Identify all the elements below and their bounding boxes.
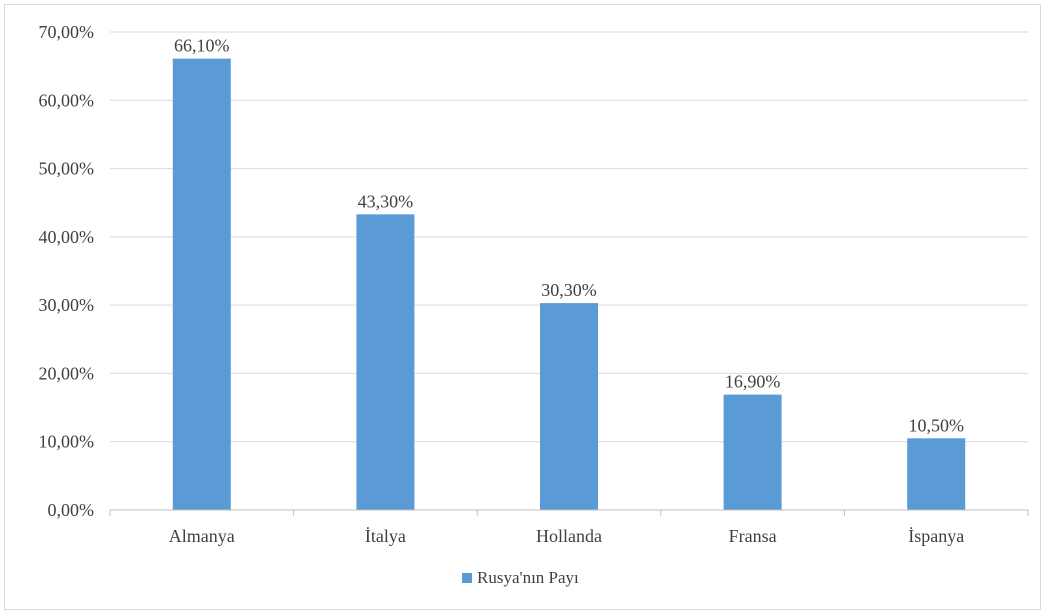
y-tick-label: 0,00% xyxy=(48,500,95,520)
x-category-label: İspanya xyxy=(908,526,964,546)
data-label: 66,10% xyxy=(174,36,230,56)
y-tick-label: 60,00% xyxy=(39,90,95,110)
x-axis-category-labels: Almanya İtalya Hollanda Fransa İspanya xyxy=(169,526,964,546)
data-label: 30,30% xyxy=(541,280,597,300)
y-tick-label: 40,00% xyxy=(39,227,95,247)
y-axis-tick-labels: 0,00% 10,00% 20,00% 30,00% 40,00% 50,00% 60,00… xyxy=(39,22,95,520)
y-tick-label: 10,00% xyxy=(39,432,95,452)
bar xyxy=(540,303,598,510)
x-axis xyxy=(109,509,1029,516)
x-category-label: Almanya xyxy=(169,526,235,546)
bar xyxy=(723,394,782,510)
x-category-label: Fransa xyxy=(729,526,777,546)
y-tick-label: 50,00% xyxy=(39,159,95,179)
legend: Rusya'nın Payı xyxy=(462,568,579,587)
y-tick-label: 30,00% xyxy=(39,295,95,315)
legend-swatch xyxy=(462,573,472,583)
y-tick-label: 20,00% xyxy=(39,363,95,383)
data-label: 16,90% xyxy=(725,372,781,392)
bar xyxy=(907,438,966,510)
gridlines xyxy=(110,31,1028,443)
legend-label: Rusya'nın Payı xyxy=(477,568,579,587)
bar xyxy=(172,58,231,510)
y-tick-label: 70,00% xyxy=(39,22,95,42)
data-label: 43,30% xyxy=(358,191,414,211)
x-category-label: Hollanda xyxy=(536,526,602,546)
x-category-label: İtalya xyxy=(365,526,406,546)
bar xyxy=(356,214,415,510)
data-label: 10,50% xyxy=(908,415,964,435)
bars xyxy=(172,58,966,510)
data-labels: 66,10% 43,30% 30,30% 16,90% 10,50% xyxy=(174,36,964,436)
